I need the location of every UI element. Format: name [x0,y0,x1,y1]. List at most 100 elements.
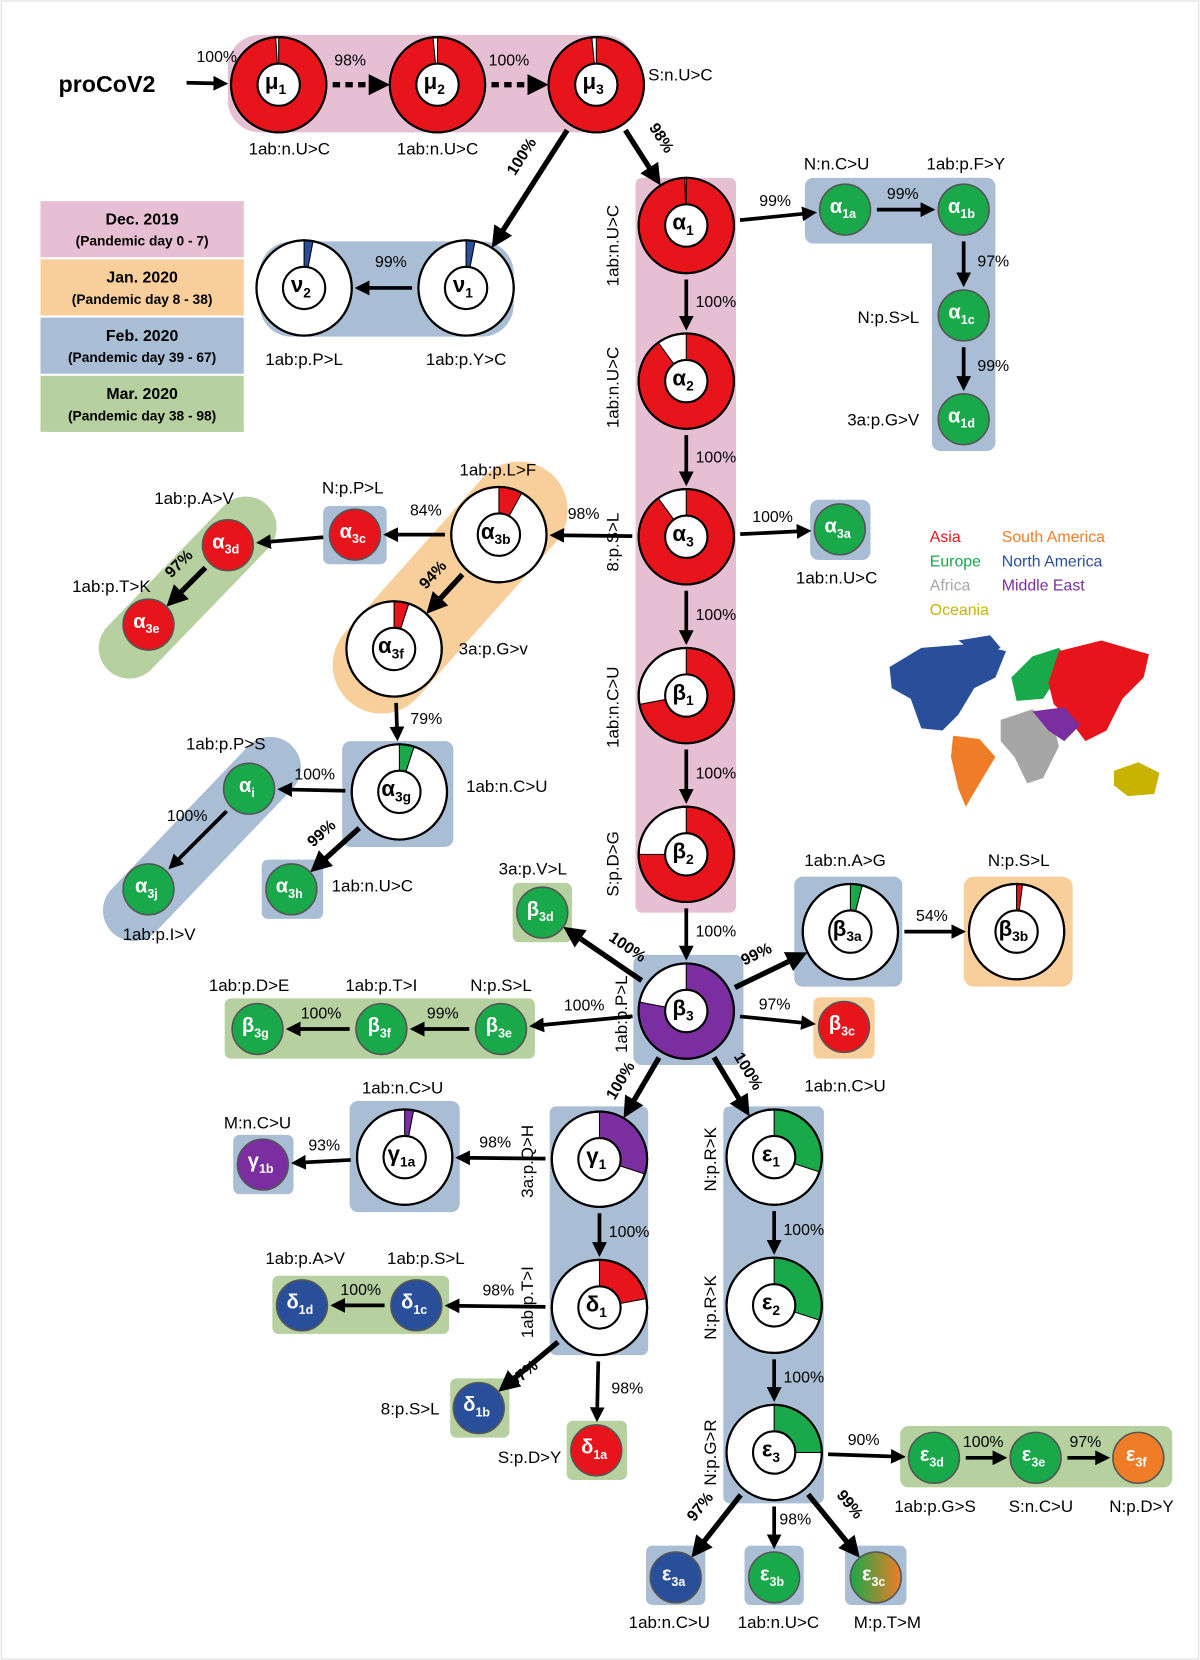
node-label: γ1a [388,1141,416,1169]
edge-alpha3b-a3c: 84% [383,503,445,543]
edge-eps1-eps2: 100% [766,1211,824,1255]
node-label: αi [239,775,255,800]
node-label: β1 [672,680,694,708]
leaf-circle [818,183,872,236]
node-label: δ1c [401,1292,427,1317]
node-gamma1: γ1 [550,1110,649,1208]
edge-nu1-nu2: 99% [354,254,413,296]
leaf-circle [231,1002,284,1056]
edge-arrow [168,809,228,870]
pie-outline [637,176,735,275]
edge-eps2-eps3: 100% [766,1359,824,1403]
node-label: α3b [481,519,511,547]
node-label: α1d [948,405,975,430]
pie-outline [450,485,548,584]
node-delta1: δ1 [550,1258,649,1357]
edge-arrow [623,1056,662,1119]
edge-percent: 98% [779,1511,811,1528]
edge-arrow [549,527,633,543]
edge-percent: 100% [564,997,605,1014]
edge-percent: 100% [294,767,335,784]
node-b3c: β3c [817,1000,871,1054]
edge-percent: 99% [375,254,407,271]
node-beta3: β3 [637,962,735,1060]
legend-swatch [40,317,244,374]
pie-center [382,1134,427,1180]
mutation-label: 1ab:p.S>L [387,1249,465,1268]
pie-outline [388,35,487,134]
edge-percent: 98% [482,1283,514,1300]
node-e3c: ε3c [849,1551,902,1604]
node-label: α3f [378,633,404,661]
node-a3e: α3e [122,598,175,651]
edge-mu1-mu2: 98% [332,53,390,96]
legend-swatch [40,375,244,432]
edge-a1c-a1d: 99% [956,347,1009,391]
node-label: ε3b [760,1564,784,1589]
edge-arrow [711,1055,750,1117]
edge-arrow [563,926,644,983]
mutation-label: 1ab:p.A>V [154,489,234,508]
edge-b3e-b3f: 99% [409,1005,470,1037]
mutation-label: 1ab:p.F>Y [926,154,1005,173]
pie-center [574,62,619,107]
node-label: β3d [527,899,554,924]
node-nu1: ν1 [417,239,515,337]
leaf-circle [474,1002,528,1056]
node-ai: αi [222,762,276,815]
legend-period: Mar. 2020 [106,386,178,403]
mutation-label: S:p.D>G [604,831,623,896]
node-label: α1 [672,210,694,238]
edge-proCoV2-mu1: 100% [186,49,237,91]
leaf-circle [122,598,175,651]
node-label: δ1d [286,1292,313,1317]
edge-percent: 84% [410,503,442,520]
edge-a1a-a1b: 99% [876,186,936,218]
edge-percent: 100% [167,808,208,825]
mutation-label: 1ab:n.U>C [397,140,478,159]
pie-center [415,62,460,107]
mutation-label: 1ab:n.C>U [629,1613,710,1632]
mutation-label: 1ab:n.U>C [604,205,623,286]
leaf-circle [1112,1431,1165,1484]
node-a3h: α3h [265,863,318,916]
pie-outline [355,1108,454,1206]
continent-legend: Asia South America Europe North America Afri… [930,529,1105,619]
edge-gamma1a-g1b: 93% [291,1138,351,1170]
edge-percent: 100% [196,49,237,66]
mutation-label: 3a:p.Q>H [518,1125,537,1198]
node-label: α3j [135,875,158,900]
edge-arrow [277,782,346,798]
node-label: γ1 [586,1143,606,1171]
pie-center [664,514,709,559]
node-d1c: δ1c [390,1279,443,1332]
edge-arrow [291,1154,351,1170]
node-label: ε3d [920,1444,944,1469]
node-label: δ1a [581,1437,608,1462]
node-nu2: ν2 [255,239,353,337]
node-a1d: α1d [937,393,990,446]
edge-arrow [166,565,208,607]
edge-beta2-beta3: 100% [678,908,736,961]
mutation-label: 1ab:n.U>C [604,347,623,428]
edge-percent: 93% [308,1138,340,1155]
edge-percent: 97% [1070,1434,1102,1451]
root-label: proCoV2 [58,71,155,97]
pie-center [476,512,522,557]
pie-center [751,1430,797,1475]
node-label: ν2 [291,272,311,300]
node-a3a: α3a [813,503,866,556]
map-region-africa [1000,709,1059,784]
mutation-label: N:p.R>K [701,1126,720,1191]
edge-percent: 100% [340,1282,381,1299]
node-beta3b: β3b [967,882,1066,981]
pie-outline [725,1256,823,1355]
edge-percent: 100% [963,1434,1004,1451]
leaf-circle [328,508,382,561]
edge-percent: 100% [752,509,793,526]
edge-arrow [806,1492,860,1558]
edge-arrow [828,1448,906,1464]
legend-item: Dec. 2019 (Pandemic day 0 - 7) [40,201,244,258]
leaf-circle [1009,1431,1062,1484]
edge-d1c-d1d: 100% [330,1282,385,1313]
